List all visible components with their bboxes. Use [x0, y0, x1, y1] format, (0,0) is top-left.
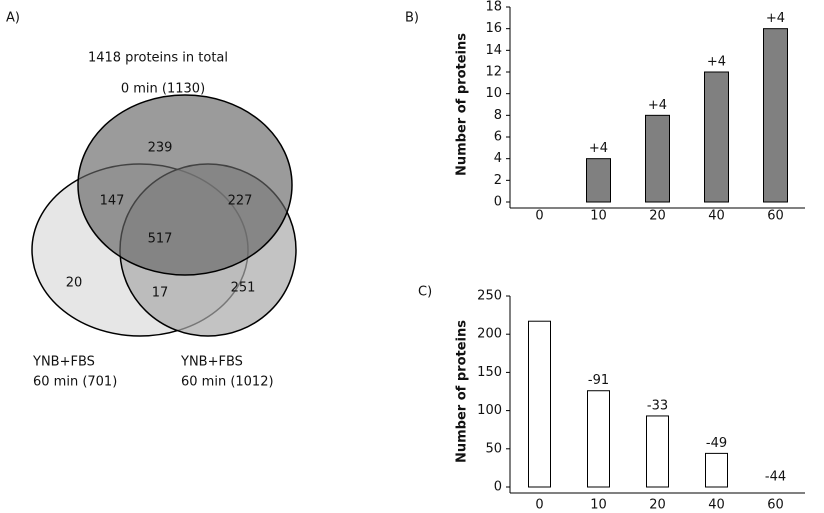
y-tick-label: 8: [494, 108, 502, 123]
y-axis-label: Number of proteins: [455, 320, 470, 463]
y-tick-label: 12: [485, 65, 502, 80]
y-tick-label: 0: [494, 195, 502, 210]
set-label: 0 min (1130): [121, 82, 205, 97]
set-label: 60 min (701): [33, 375, 117, 390]
bar-annotation: +4: [589, 141, 608, 156]
panel-label: A): [6, 11, 20, 26]
bar: [705, 452, 728, 488]
bar: [646, 415, 669, 488]
x-tick-label: 20: [649, 498, 666, 513]
bar-annotation: +4: [766, 11, 785, 26]
bar-annotation: -91: [588, 373, 609, 388]
region-count: 239: [148, 141, 173, 156]
bar: [587, 390, 610, 488]
x-tick-label: 20: [649, 209, 666, 224]
y-tick-label: 150: [477, 365, 502, 380]
region-count: 251: [231, 281, 256, 296]
bar-annotation: -33: [647, 398, 668, 413]
set-label: YNB+FBS: [32, 355, 95, 370]
y-tick-label: 50: [485, 441, 502, 456]
bar-annotation: -44: [765, 470, 786, 485]
y-tick-label: 6: [494, 130, 502, 145]
x-tick-label: 10: [590, 209, 607, 224]
y-tick-label: 18: [485, 0, 502, 15]
bar: [528, 320, 551, 488]
x-tick-label: 60: [767, 209, 784, 224]
region-count: 17: [152, 286, 169, 301]
x-tick-label: 10: [590, 498, 607, 513]
x-tick-label: 40: [708, 498, 725, 513]
y-axis-label: Number of proteins: [455, 33, 470, 176]
panel-label: C): [418, 285, 432, 300]
bar-annotation: +4: [707, 55, 726, 70]
x-tick-label: 40: [708, 209, 725, 224]
y-tick-label: 200: [477, 327, 502, 342]
bar-annotation: -49: [706, 436, 727, 451]
x-tick-label: 0: [535, 498, 543, 513]
x-tick-label: 60: [767, 498, 784, 513]
set-label: YNB+FBS: [180, 355, 243, 370]
bar: [586, 158, 611, 203]
y-tick-label: 2: [494, 173, 502, 188]
y-tick-label: 100: [477, 403, 502, 418]
y-tick-label: 14: [485, 43, 502, 58]
bar: [763, 28, 788, 203]
set-circle: [77, 94, 293, 276]
x-tick-label: 0: [535, 209, 543, 224]
region-count: 20: [66, 276, 83, 291]
panel-label: B): [405, 11, 419, 26]
bar: [645, 114, 670, 203]
region-count: 227: [228, 194, 253, 209]
y-tick-label: 10: [485, 86, 502, 101]
region-count: 147: [100, 194, 125, 209]
region-count: 517: [148, 232, 173, 247]
y-tick-label: 0: [494, 480, 502, 495]
bar-annotation: +4: [648, 98, 667, 113]
set-label: 60 min (1012): [181, 375, 274, 390]
y-tick-label: 16: [485, 21, 502, 36]
bar: [704, 71, 729, 203]
y-tick-label: 4: [494, 151, 502, 166]
venn-title: 1418 proteins in total: [88, 51, 228, 66]
y-tick-label: 250: [477, 289, 502, 304]
